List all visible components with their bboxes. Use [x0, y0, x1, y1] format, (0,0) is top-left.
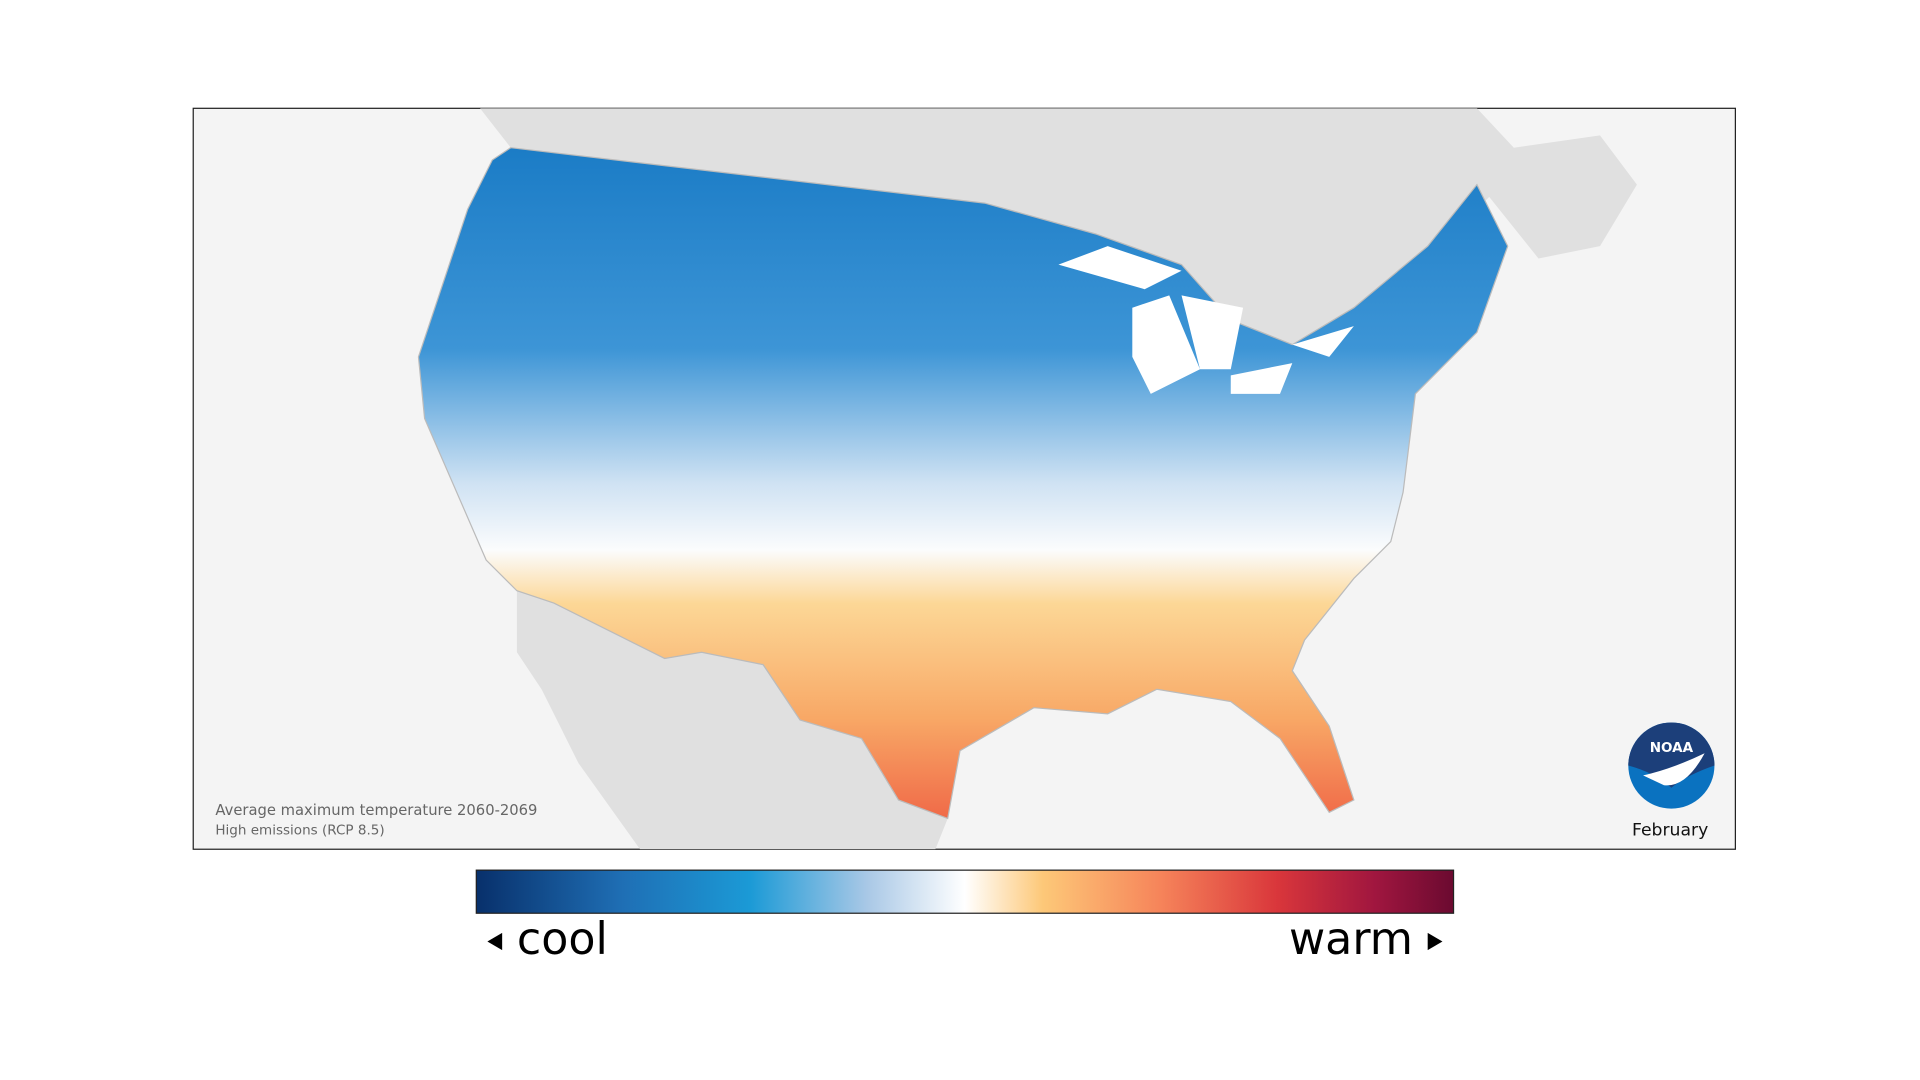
color-bar	[475, 869, 1455, 914]
map-caption: Average maximum temperature 2060-2069	[215, 802, 537, 819]
temperature-map	[417, 147, 1509, 820]
great-lakes	[1058, 246, 1354, 394]
canada-land	[443, 108, 1637, 370]
logo-text: NOAA	[1650, 740, 1694, 756]
mexico-land	[516, 590, 948, 850]
month-label: February	[1632, 821, 1708, 841]
warm-arrow	[1427, 932, 1443, 951]
scenario-caption: High emissions (RCP 8.5)	[215, 822, 384, 838]
cool-arrow	[487, 932, 503, 951]
map-frame: Average maximum temperature 2060-2069 Hi…	[192, 107, 1736, 850]
logo-bird	[1643, 753, 1705, 786]
logo-top	[1628, 722, 1715, 788]
legend: cool warm	[475, 869, 1455, 965]
cool-label: cool	[517, 914, 608, 965]
noaa-logo: NOAA	[1628, 722, 1715, 809]
warm-label: warm	[1289, 914, 1413, 965]
